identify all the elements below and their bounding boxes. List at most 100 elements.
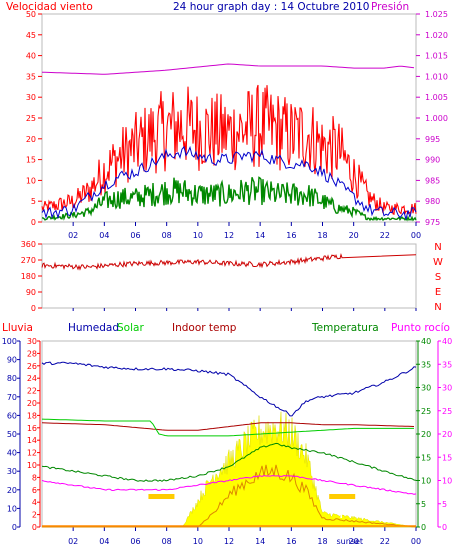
humidity-tick: 90 [7,356,17,365]
sunset-label: sunset [337,537,364,546]
weather-time-tick: 06 [130,537,140,546]
dew-point-tick: 30 [442,384,452,393]
rain-tick: 24 [27,374,37,383]
pressure-tick: 1.020 [425,31,448,40]
wind-time-tick: 16 [286,231,296,240]
direction-tick: 90 [26,288,36,297]
pressure-tick: 1.010 [425,72,448,81]
wind-time-tick: 22 [380,231,390,240]
gust-series [41,84,417,216]
dew-point-tick: 10 [442,477,452,486]
pressure-tick: 995 [425,135,440,144]
temperature-tick: 40 [421,337,431,346]
weather-panel: Lluvia Humedad Solar Indoor temp Tempera… [2,322,452,546]
wind-speed-tick: 5 [31,197,36,206]
wind-time-tick: 20 [349,231,359,240]
direction-tick: 180 [21,272,36,281]
dew-point-tick: 35 [442,360,452,369]
dew-point-tick: 25 [442,407,452,416]
rain-tick: 20 [27,399,37,408]
wind-time-tick: 02 [68,231,78,240]
compass-letter: N [434,302,441,313]
wind-time-tick: 00 [411,231,421,240]
compass-letter: S [435,272,441,283]
wind-time-tick: 12 [224,231,234,240]
temperature-label: Temperatura [311,322,379,334]
sunset-flag [329,494,356,499]
humidity-tick: 20 [7,486,17,495]
direction-plot-frame [41,243,417,309]
wind-speed-tick: 40 [26,52,36,61]
pressure-label: Presión [371,1,409,13]
wind-time-tick: 08 [162,231,172,240]
rain-tick: 18 [27,411,37,420]
rain-tick: 16 [27,424,37,433]
humidity-tick: 50 [7,430,17,439]
direction-tick: 0 [31,304,36,313]
weather-time-tick: 02 [68,537,78,546]
wind-speed-tick: 15 [26,156,36,165]
rain-tick: 2 [32,511,37,520]
humidity-tick: 30 [7,467,17,476]
temperature-tick: 0 [421,523,426,532]
solar-radiation-area [42,411,417,528]
indoor-temp-label: Indoor temp [172,322,237,334]
temperature-tick: 5 [421,500,426,509]
dew-point-tick: 40 [442,337,452,346]
pressure-tick: 980 [425,197,440,206]
wind-time-tick: 04 [99,231,109,240]
solar-indicator-series [41,418,414,437]
rain-tick: 4 [32,498,37,507]
rain-tick: 26 [27,362,37,371]
wind-speed-tick: 0 [31,218,36,227]
humidity-tick: 40 [7,449,17,458]
weather-time-tick: 20 [349,537,359,546]
temperature-tick: 20 [421,430,431,439]
indoor-temp-series [41,422,415,431]
weather-time-tick: 10 [193,537,203,546]
weather-time-tick: 04 [99,537,109,546]
wind-speed-tick: 35 [26,72,36,81]
chart-title: 24 hour graph day : 14 Octubre 2010 [173,1,369,13]
pressure-tick: 1.025 [425,10,448,19]
wind-speed-tick: 20 [26,135,36,144]
solar-detail-series [42,464,417,528]
min-speed-series [42,176,417,222]
pressure-series [41,63,415,75]
rain-tick: 12 [27,449,37,458]
humidity-tick: 70 [7,393,17,402]
wind-speed-tick: 45 [26,31,36,40]
dew-point-tick: 0 [442,523,447,532]
rain-label: Lluvia [2,322,33,334]
rain-tick: 0 [32,523,37,532]
wind-time-tick: 14 [255,231,265,240]
weather-time-tick: 18 [317,537,327,546]
compass-letter: N [434,242,441,253]
wind-pressure-panel: Velocidad viento 24 hour graph day : 14 … [6,1,448,240]
wind-time-tick: 06 [130,231,140,240]
dew-point-label: Punto rocío [391,322,450,334]
temperature-tick: 15 [421,453,431,462]
temperature-series [41,442,417,482]
humidity-tick: 100 [2,337,17,346]
rain-tick: 28 [27,349,37,358]
weather-time-tick: 00 [411,537,421,546]
humidity-series [41,361,417,417]
rain-tick: 6 [32,486,37,495]
humidity-tick: 10 [7,504,17,513]
pressure-tick: 990 [425,156,440,165]
wind-speed-tick: 50 [26,10,36,19]
wind-speed-tick: 25 [26,114,36,123]
solar-label: Solar [117,322,144,334]
pressure-tick: 1.005 [425,93,448,102]
direction-series [41,252,417,271]
sunrise-flag [148,494,175,499]
weather-time-tick: 14 [255,537,265,546]
rain-tick: 8 [32,473,37,482]
rain-tick: 14 [27,436,37,445]
compass-letter: E [435,287,441,298]
pressure-tick: 1.015 [425,52,448,61]
direction-tick: 270 [21,256,36,265]
